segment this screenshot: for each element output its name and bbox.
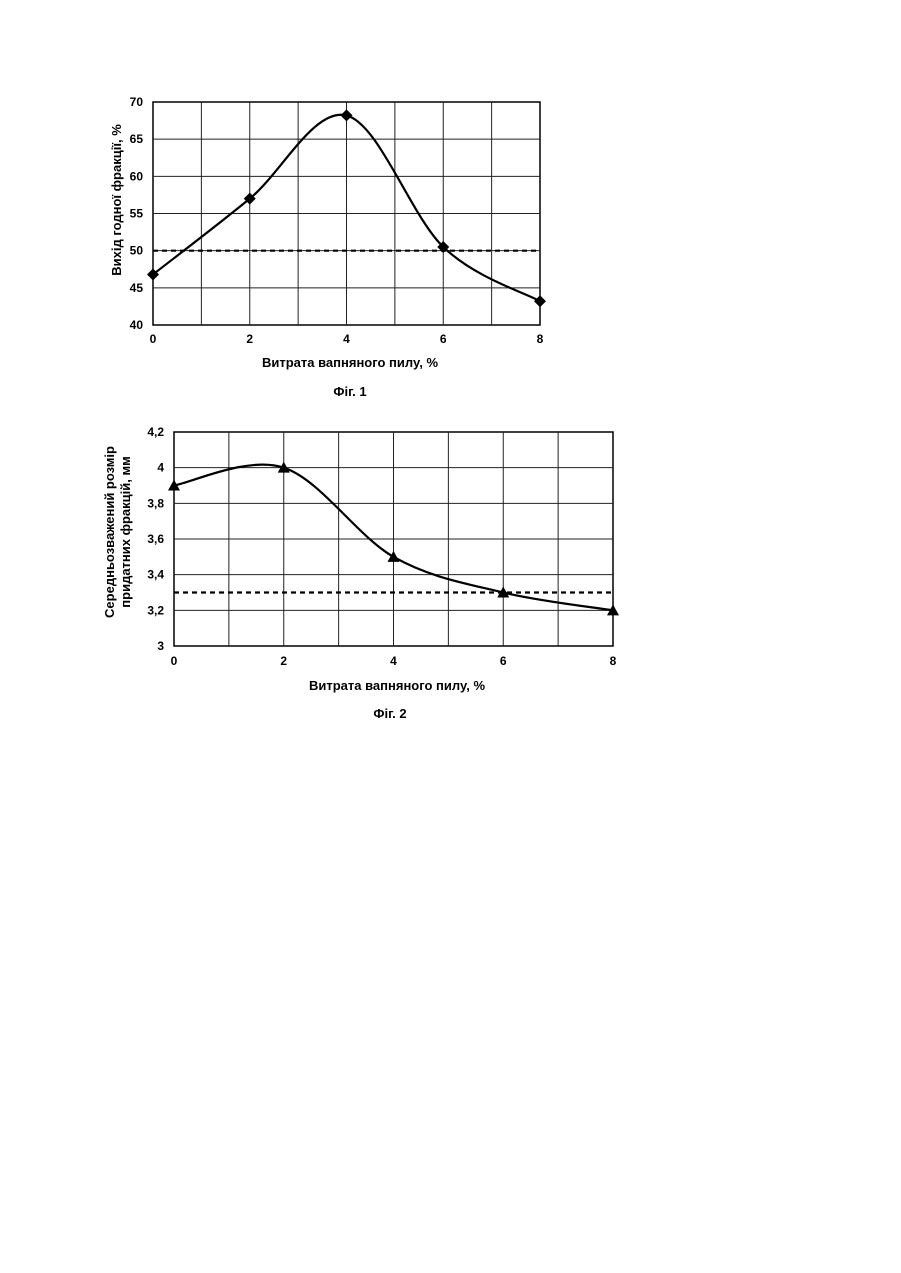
y-tick-label: 3,6 xyxy=(147,532,164,546)
y-tick-label: 45 xyxy=(130,281,144,295)
x-tick-label: 2 xyxy=(246,332,253,346)
chart-fig-2: 3 3,2 3,4 3,6 3,8 4 4,2 0 2 4 6 8 Витрата вапняног… xyxy=(102,425,619,721)
y-tick-label: 55 xyxy=(130,207,144,221)
chart-1-x-ticks: 0 2 4 6 8 xyxy=(150,332,544,346)
y-tick-label: 70 xyxy=(130,95,144,109)
y-tick-label: 3 xyxy=(157,639,164,653)
chart-2-y-ticks: 3 3,2 3,4 3,6 3,8 4 4,2 xyxy=(147,425,164,653)
y-tick-label: 50 xyxy=(130,244,144,258)
y-tick-label: 4,2 xyxy=(147,425,164,439)
y-tick-label: 3,2 xyxy=(147,603,164,617)
y-tick-label: 60 xyxy=(130,169,144,183)
x-tick-label: 6 xyxy=(500,654,507,668)
chart-fig-1: 40 45 50 55 60 65 70 0 2 4 6 8 Витрата вапняного п… xyxy=(109,95,546,399)
chart-2-grid xyxy=(174,432,613,646)
chart-1-y-axis-label: Вихід годної фракції, % xyxy=(109,124,124,276)
y-tick-label: 40 xyxy=(130,318,144,332)
chart-1-x-axis-label: Витрата вапняного пилу, % xyxy=(262,355,438,370)
x-tick-label: 6 xyxy=(440,332,447,346)
x-tick-label: 4 xyxy=(343,332,350,346)
chart-2-y-axis-label-line-1: Середньозважений розмір xyxy=(102,446,117,618)
chart-1-grid xyxy=(153,102,540,325)
x-tick-label: 8 xyxy=(537,332,544,346)
chart-2-y-axis-label-line-2: придатних фракцій, мм xyxy=(118,456,133,607)
chart-1-y-ticks: 40 45 50 55 60 65 70 xyxy=(130,95,144,332)
chart-2-caption: Фіг. 2 xyxy=(373,706,406,721)
chart-1-caption: Фіг. 1 xyxy=(333,384,366,399)
y-tick-label: 65 xyxy=(130,132,144,146)
x-tick-label: 4 xyxy=(390,654,397,668)
y-tick-label: 4 xyxy=(157,461,164,475)
x-tick-label: 0 xyxy=(171,654,178,668)
x-tick-label: 0 xyxy=(150,332,157,346)
x-tick-label: 2 xyxy=(280,654,287,668)
chart-2-x-ticks: 0 2 4 6 8 xyxy=(171,654,617,668)
y-tick-label: 3,4 xyxy=(147,568,164,582)
chart-2-x-axis-label: Витрата вапняного пилу, % xyxy=(309,678,485,693)
x-tick-label: 8 xyxy=(610,654,617,668)
y-tick-label: 3,8 xyxy=(147,496,164,510)
